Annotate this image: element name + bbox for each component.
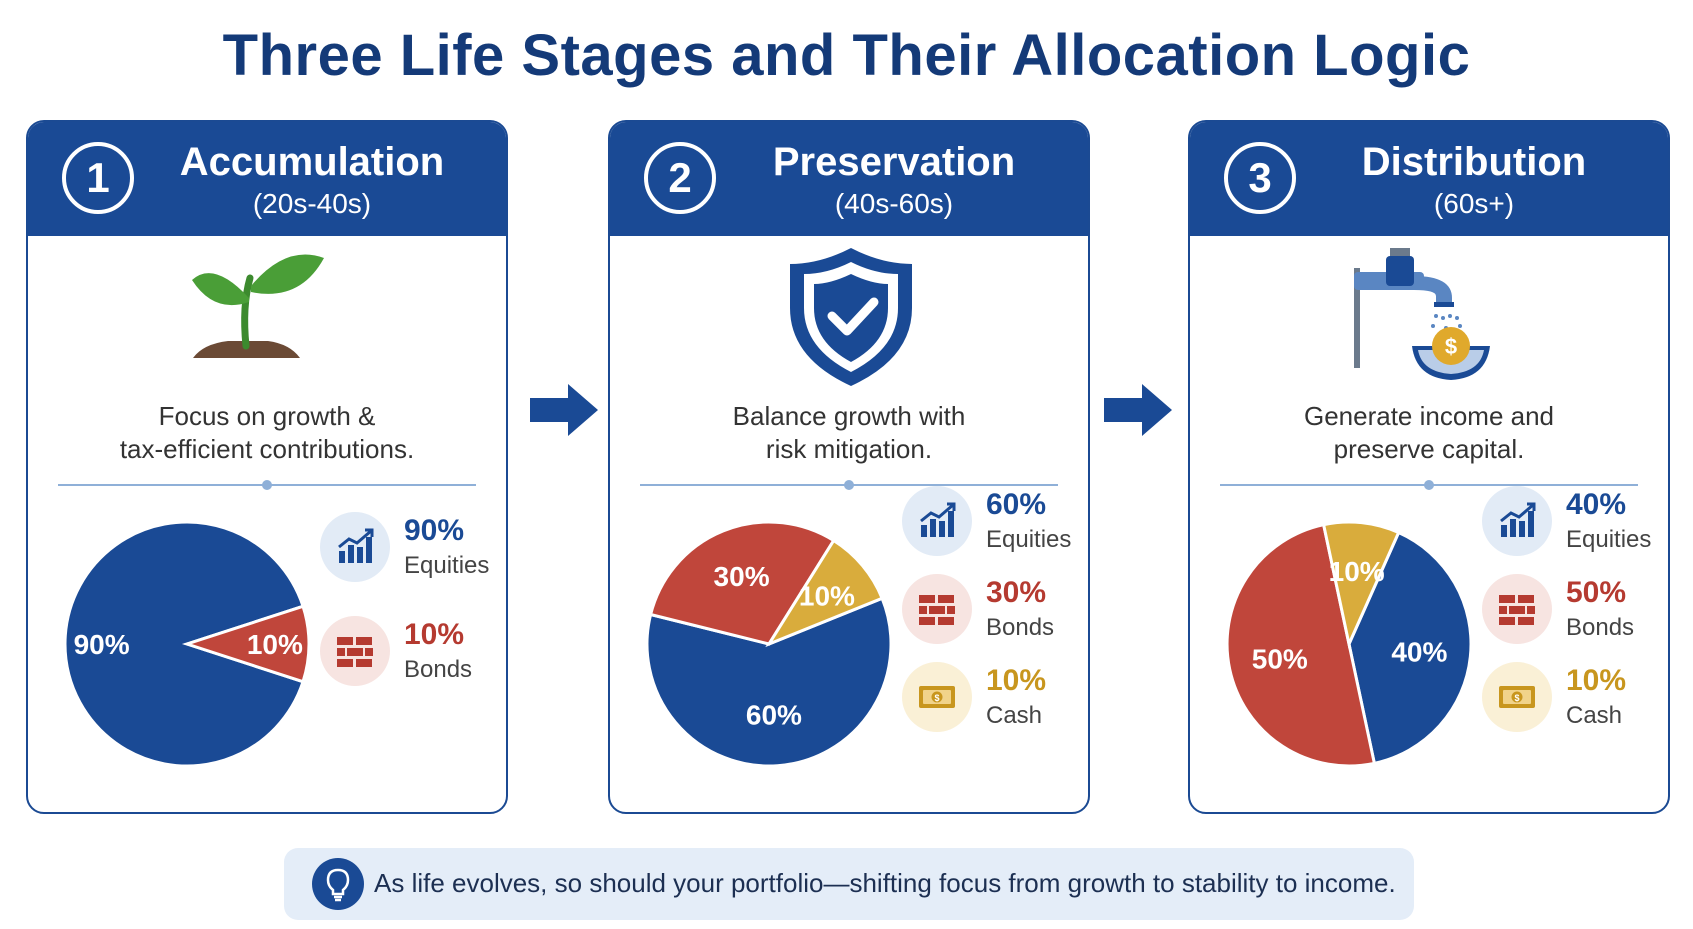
stage-age-range: (60s+) <box>1433 188 1515 219</box>
stage-description: Balance growth with risk mitigation. <box>732 401 966 464</box>
pie-slice-cash <box>1321 520 1401 649</box>
pie-slice-label: 10% <box>1329 556 1385 587</box>
bricks-icon <box>320 616 390 686</box>
divider <box>640 480 1058 490</box>
stage-number: 2 <box>644 142 716 214</box>
legend-percent: 60% <box>986 488 1047 521</box>
stage-name: Distribution <box>1361 140 1587 184</box>
stage-description: Generate income and preserve capital. <box>1303 401 1555 464</box>
legend-item-bonds: 10% Bonds <box>320 612 500 700</box>
legend-percent: 30% <box>986 576 1047 609</box>
legend-item-equities: 60% Equities <box>902 482 1082 570</box>
allocation-legend: 40% Equities 50% Bonds $ <box>1482 482 1662 746</box>
legend-item-cash: $ 10% Cash <box>1482 658 1662 746</box>
card-header: 2 Preservation (40s-60s) <box>610 122 1088 236</box>
legend-label: Cash <box>986 702 1043 729</box>
pie-slice-bonds <box>182 604 311 684</box>
svg-text:$: $ <box>934 693 939 703</box>
legend-label: Bonds <box>986 614 1055 641</box>
growth-chart-icon <box>902 486 972 556</box>
card-header: 1 Accumulation (20s-40s) <box>28 122 506 236</box>
shield-check-icon <box>610 246 1088 396</box>
legend-item-equities: 90% Equities <box>320 508 500 596</box>
divider <box>1220 480 1638 490</box>
legend-label: Equities <box>404 552 490 579</box>
cash-icon: $ <box>902 662 972 732</box>
summary-text: As life evolves, so should your portfoli… <box>374 868 1396 898</box>
allocation-legend: 90% Equities 10% Bonds <box>320 508 500 700</box>
legend-label: Bonds <box>1566 614 1635 641</box>
summary-banner: As life evolves, so should your portfoli… <box>284 848 1414 920</box>
svg-text:$: $ <box>1514 693 1519 703</box>
stage-name: Accumulation <box>179 140 445 184</box>
legend-label: Equities <box>986 526 1072 553</box>
allocation-pie-chart: 60% 30% 10% <box>645 520 893 768</box>
legend-item-bonds: 50% Bonds <box>1482 570 1662 658</box>
bricks-icon <box>902 574 972 644</box>
legend-percent: 10% <box>986 664 1047 697</box>
legend-percent: 50% <box>1566 576 1627 609</box>
legend-item-cash: $ 10% Cash <box>902 658 1082 746</box>
stage-name: Preservation <box>772 140 1016 184</box>
lightbulb-icon <box>312 858 364 910</box>
page-title: Three Life Stages and Their Allocation L… <box>222 23 1471 88</box>
pie-slice-label: 10% <box>247 629 303 660</box>
pie-slice-label: 40% <box>1391 636 1447 667</box>
legend-label: Cash <box>1566 702 1623 729</box>
growth-chart-icon <box>1482 486 1552 556</box>
allocation-legend: 60% Equities 30% Bonds $ <box>902 482 1082 746</box>
stage-card-distribution: 3 Distribution (60s+) $ Generate income … <box>1188 120 1670 814</box>
pie-slice-equities <box>1347 530 1473 766</box>
arrow-right-icon <box>1104 384 1172 436</box>
svg-text:$: $ <box>1445 334 1457 359</box>
stage-card-preservation: 2 Preservation (40s-60s) Balance growth … <box>608 120 1090 814</box>
pie-slice-equities <box>645 596 893 768</box>
pie-slice-label: 30% <box>714 561 770 592</box>
legend-item-equities: 40% Equities <box>1482 482 1662 570</box>
stage-number: 3 <box>1224 142 1296 214</box>
legend-percent: 40% <box>1566 488 1627 521</box>
growth-chart-icon <box>320 512 390 582</box>
pie-slice-label: 90% <box>74 629 130 660</box>
pie-slice-label: 60% <box>746 700 802 731</box>
bricks-icon <box>1482 574 1552 644</box>
pie-slice-label: 10% <box>799 580 855 611</box>
seedling-icon <box>28 246 506 396</box>
legend-percent: 10% <box>1566 664 1627 697</box>
allocation-pie-chart: 90% 10% <box>63 520 311 768</box>
faucet-coin-icon: $ <box>1190 246 1668 396</box>
allocation-pie-chart: 40% 50% 10% <box>1225 520 1473 768</box>
stage-number: 1 <box>62 142 134 214</box>
legend-percent: 90% <box>404 514 465 547</box>
stage-description: Focus on growth & tax-efficient contribu… <box>119 401 415 464</box>
stage-age-range: (20s-40s) <box>252 188 372 219</box>
stage-age-range: (40s-60s) <box>834 188 954 219</box>
pie-slice-label: 50% <box>1252 644 1308 675</box>
divider <box>58 480 476 490</box>
pie-slice-bonds <box>1225 522 1377 768</box>
legend-item-bonds: 30% Bonds <box>902 570 1082 658</box>
stage-card-accumulation: 1 Accumulation (20s-40s) Focus on growth… <box>26 120 508 814</box>
legend-label: Equities <box>1566 526 1652 553</box>
legend-percent: 10% <box>404 618 465 651</box>
arrow-right-icon <box>530 384 598 436</box>
card-header: 3 Distribution (60s+) <box>1190 122 1668 236</box>
legend-label: Bonds <box>404 656 473 683</box>
pie-slice-cash <box>765 538 885 648</box>
cash-icon: $ <box>1482 662 1552 732</box>
